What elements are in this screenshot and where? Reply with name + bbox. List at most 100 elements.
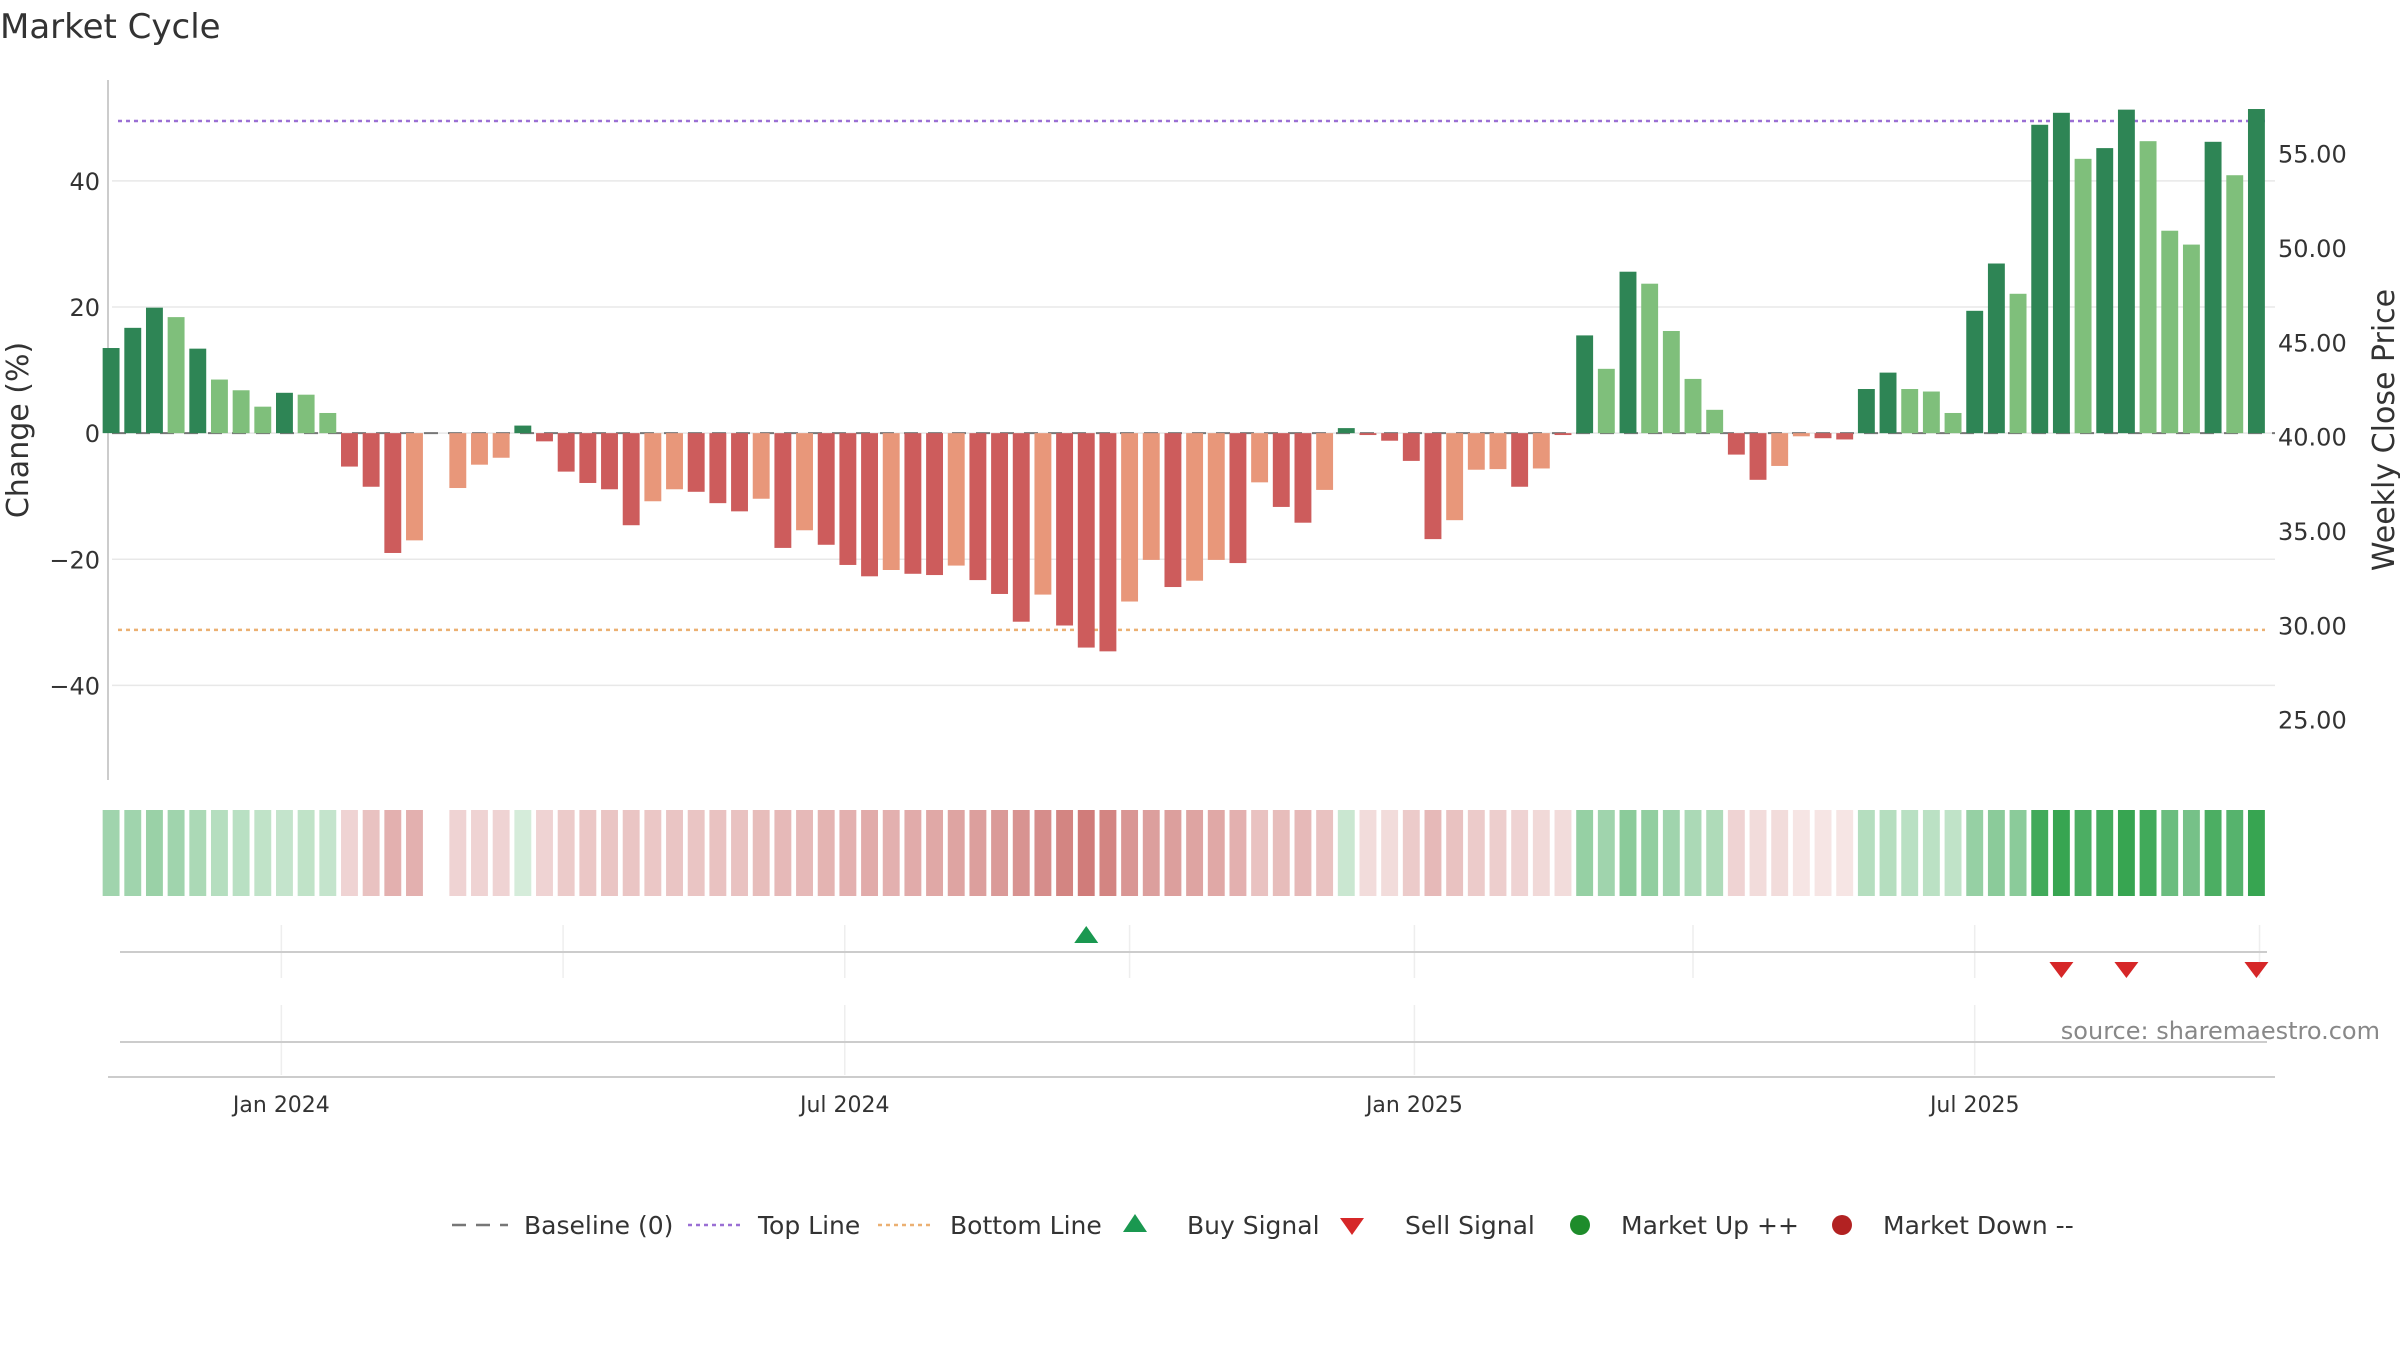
bar [384, 433, 402, 553]
cycle-strip-cell [947, 810, 965, 896]
cycle-strip-cell [1467, 810, 1485, 896]
cycle-strip [102, 810, 2265, 896]
bar [362, 433, 380, 487]
cycle-strip-cell [1272, 810, 1290, 896]
cycle-strip-cell [362, 810, 380, 896]
bar [1186, 433, 1204, 581]
cycle-strip-cell [1922, 810, 1940, 896]
cycle-strip-cell [1099, 810, 1117, 896]
cycle-strip-cell [2247, 810, 2265, 896]
cycle-strip-cell [384, 810, 402, 896]
cycle-strip-cell [471, 810, 488, 896]
legend-item: Sell Signal [1340, 1211, 1535, 1240]
bar [319, 412, 337, 434]
legend-item: Market Down -- [1832, 1211, 2074, 1240]
x-tick-label: Jan 2024 [231, 1093, 330, 1118]
cycle-strip-cell [1597, 810, 1615, 896]
y-tick-label: −20 [49, 546, 100, 574]
bar [1034, 433, 1052, 595]
source-note: source: sharemaestro.com [2061, 1017, 2380, 1045]
cycle-strip-cell [1792, 810, 1810, 896]
bar [1056, 433, 1074, 626]
bar [492, 433, 510, 458]
cycle-strip-cell [1294, 810, 1312, 896]
y2-tick-label: 35.00 [2278, 518, 2347, 546]
cycle-strip-cell [167, 810, 185, 896]
bar [1229, 433, 1247, 564]
legend-label: Bottom Line [950, 1211, 1102, 1240]
bar [1489, 433, 1507, 470]
cycle-strip-cell [1836, 810, 1854, 896]
cycle-strip-cell [752, 810, 770, 896]
cycle-strip-cell [796, 810, 813, 896]
cycle-strip-cell [557, 810, 575, 896]
cycle-strip-cell [991, 810, 1009, 896]
y2-tick-label: 45.00 [2278, 329, 2347, 357]
bar [666, 433, 683, 490]
bar [817, 433, 835, 545]
cycle-strip-cell [210, 810, 228, 896]
bar [1597, 368, 1615, 434]
cycle-strip-cell [1966, 810, 1984, 896]
cycle-strip-cell [861, 810, 878, 896]
bar [210, 379, 228, 434]
legend-symbol [1340, 1218, 1364, 1235]
bar [1987, 263, 2005, 434]
y2-tick-label: 40.00 [2278, 424, 2347, 452]
bar [2161, 230, 2179, 434]
cycle-strip-cell [1251, 810, 1269, 896]
bar [1142, 433, 1160, 560]
bar [1814, 433, 1832, 439]
cycle-strip-cell [145, 810, 163, 896]
cycle-strip-cell [1164, 810, 1182, 896]
bar [1467, 433, 1485, 470]
bar [167, 317, 185, 434]
bar [2182, 244, 2200, 434]
cycle-strip-cell [1706, 810, 1724, 896]
bar [926, 433, 944, 576]
cycle-strip-cell [297, 810, 315, 896]
cycle-strip-cell [2161, 810, 2179, 896]
bar [882, 433, 900, 570]
bar [471, 433, 488, 465]
cycle-strip-cell [1077, 810, 1095, 896]
bar [189, 348, 207, 434]
cycle-strip-cell [1749, 810, 1767, 896]
cycle-strip-cell [622, 810, 640, 896]
x-tick-label: Jul 2025 [1928, 1093, 2020, 1118]
y-tick-label: 20 [69, 294, 100, 322]
bar [1207, 433, 1225, 560]
bar [1381, 433, 1399, 441]
bar [449, 433, 467, 489]
legend-item: Bottom Line [878, 1211, 1102, 1240]
bar [687, 433, 705, 492]
bar [1402, 433, 1420, 461]
cycle-strip-cell [1402, 810, 1420, 896]
cycle-strip-cell [1121, 810, 1139, 896]
legend-symbol [1570, 1215, 1590, 1235]
bar [2031, 124, 2049, 434]
bar [1532, 433, 1550, 469]
cycle-strip-cell [1641, 810, 1659, 896]
cycle-strip-cell [1316, 810, 1334, 896]
bar [2226, 175, 2244, 434]
bar [1836, 433, 1854, 440]
bar [2247, 109, 2265, 434]
cycle-strip-cell [536, 810, 553, 896]
bar [1771, 433, 1789, 466]
bar [1922, 391, 1940, 434]
bar [601, 433, 618, 490]
bar [145, 307, 163, 434]
legend-item: Market Up ++ [1570, 1211, 1799, 1240]
legend: Baseline (0) Top Line Bottom Line Buy Signa… [452, 1211, 2074, 1240]
cycle-strip-cell [1684, 810, 1702, 896]
cycle-strip-cell [2117, 810, 2135, 896]
signal-panel [108, 925, 2275, 1078]
bar [1424, 433, 1442, 540]
legend-item: Top Line [688, 1211, 860, 1240]
bar [514, 425, 532, 434]
cycle-strip-cell [2074, 810, 2092, 896]
bar [406, 433, 423, 541]
cycle-strip-cell [1186, 810, 1204, 896]
bar [557, 433, 575, 472]
